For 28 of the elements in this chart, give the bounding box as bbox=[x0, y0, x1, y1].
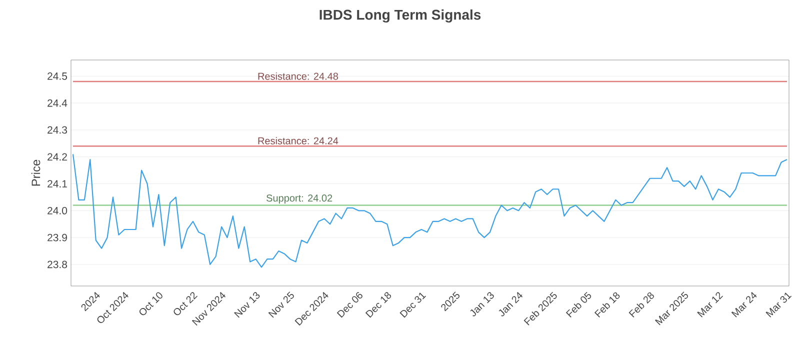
x-tick-label: Jan 24 bbox=[498, 292, 523, 316]
y-axis-title: Price bbox=[31, 160, 40, 186]
x-tick-label: Feb 05 bbox=[566, 292, 592, 318]
y-tick-label: 24.0 bbox=[48, 206, 68, 214]
x-tick-label: Oct 10 bbox=[139, 292, 162, 316]
x-tick-label: Dec 31 bbox=[400, 292, 426, 318]
ref-line-label: Resistance: 24.48 bbox=[258, 72, 338, 80]
x-tick-label: Mar 12 bbox=[697, 292, 724, 318]
x-tick-label: Feb 18 bbox=[594, 292, 620, 318]
y-tick-label: 23.9 bbox=[48, 234, 67, 242]
x-tick-label: Nov 13 bbox=[234, 292, 260, 318]
y-tick-label: 24.4 bbox=[48, 99, 68, 107]
y-tick-label: 24.2 bbox=[48, 153, 67, 161]
y-tick-label: 24.1 bbox=[48, 180, 67, 188]
ref-line-label: Resistance: 24.24 bbox=[258, 137, 338, 144]
x-tick-label: Dec 18 bbox=[365, 292, 392, 318]
x-tick-label: Feb 28 bbox=[628, 292, 654, 318]
x-tick-label: Mar 31 bbox=[766, 292, 792, 318]
x-tick-label: Jan 13 bbox=[470, 292, 494, 316]
x-tick-label: Nov 25 bbox=[268, 292, 294, 318]
x-tick-label: Dec 06 bbox=[336, 292, 362, 318]
ref-line-label: Support: 24.02 bbox=[266, 194, 332, 204]
y-tick-label: 24.3 bbox=[48, 126, 68, 134]
chart-title: IBDS Long Term Signals bbox=[320, 9, 481, 23]
y-tick-label: 23.8 bbox=[48, 260, 68, 268]
y-tick-label: 24.5 bbox=[48, 72, 68, 80]
x-tick-label: Mar 24 bbox=[731, 292, 757, 318]
x-tick-label: Oct 22 bbox=[174, 292, 198, 316]
